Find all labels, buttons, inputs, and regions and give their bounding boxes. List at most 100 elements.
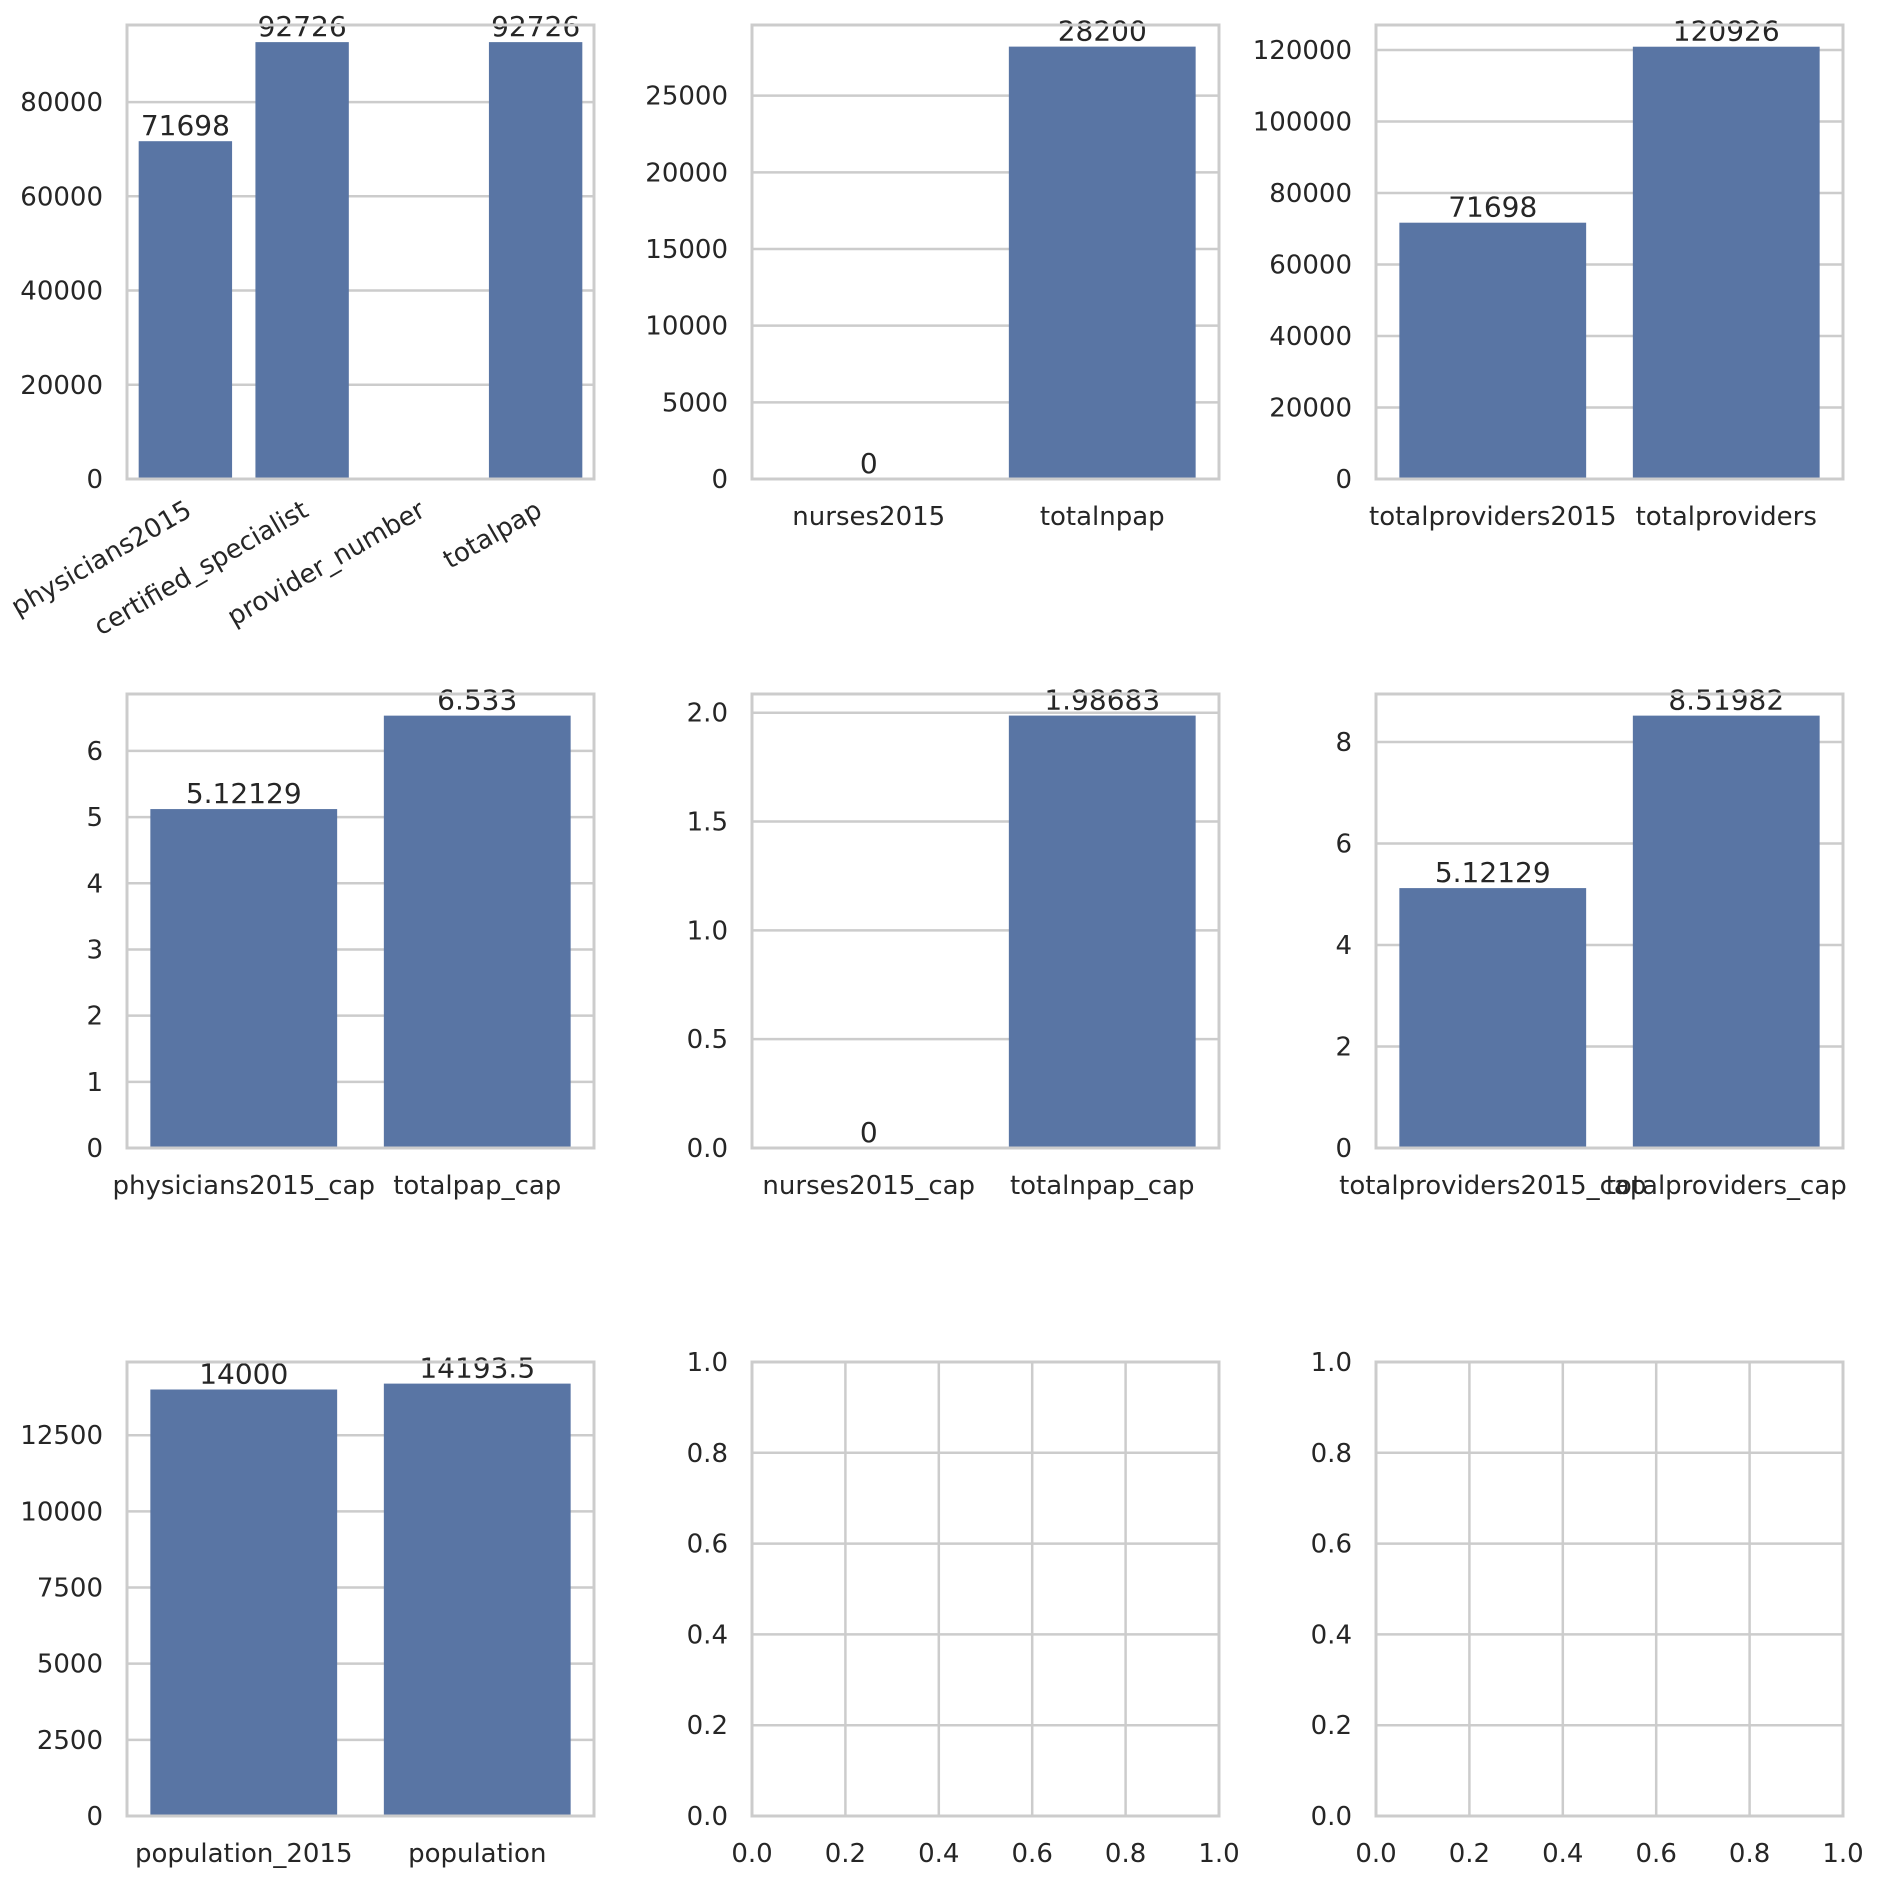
y-tick-label: 12500 (20, 1421, 103, 1451)
y-tick-label: 0.0 (687, 1802, 728, 1832)
y-tick-label: 0.6 (687, 1530, 728, 1560)
bar (383, 715, 571, 1148)
x-tick-label: 0.4 (1542, 1839, 1583, 1869)
x-tick-label: 0.8 (1105, 1839, 1146, 1869)
x-tick-label: totalproviders2015_cap (1339, 1171, 1646, 1201)
y-tick-label: 10000 (20, 1497, 103, 1527)
y-tick-label: 60000 (1269, 251, 1352, 281)
y-tick-label: 0.2 (1311, 1711, 1352, 1741)
y-tick-label: 120000 (1253, 36, 1352, 66)
y-tick-label: 0.8 (687, 1439, 728, 1469)
y-tick-label: 0 (711, 465, 728, 495)
subplot-8: 0.0 0.2 0.4 0.6 0.8 1.0 0.0 0.2 0.4 0.6 0.8 1.0 (687, 1348, 1240, 1869)
y-tick-label: 5 (86, 803, 103, 833)
y-tick-label: 0.0 (1311, 1802, 1352, 1832)
axes-frame (1374, 1360, 1845, 1818)
y-tick-label: 100000 (1253, 108, 1352, 138)
subplot-6: 0 2 4 6 8 5.12129 totalproviders2015_cap 8.5198… (1335, 684, 1846, 1201)
y-tick-label: 80000 (1269, 179, 1352, 209)
y-tick-label: 0 (86, 1802, 103, 1832)
y-tick-label: 0.6 (1311, 1530, 1352, 1560)
x-tick-label: 0.6 (1012, 1839, 1053, 1869)
y-tick-label: 5000 (37, 1650, 103, 1680)
y-tick-label: 1.5 (687, 808, 728, 838)
x-tick-label: 1.0 (1198, 1839, 1239, 1869)
x-tick-label: nurses2015_cap (762, 1171, 975, 1201)
x-tick-label: 0.6 (1636, 1839, 1677, 1869)
y-tick-label: 2500 (37, 1726, 103, 1756)
bar (1632, 46, 1820, 480)
subplot-5: 0.0 0.5 1.0 1.5 2.0 0 nurses2015_cap 1.98683 tot… (687, 684, 1221, 1201)
y-tick-label: 20000 (645, 158, 728, 188)
bar (150, 809, 338, 1148)
y-tick-label: 25000 (645, 82, 728, 112)
x-tick-label: 0.8 (1729, 1839, 1770, 1869)
y-tick-label: 0.2 (687, 1711, 728, 1741)
bar-value-label: 120926 (1673, 15, 1780, 48)
bar-value-label: 14193.5 (419, 1352, 535, 1385)
y-tick-label: 15000 (645, 235, 728, 265)
y-tick-label: 4 (1335, 931, 1352, 961)
x-tick-label: totalproviders_cap (1606, 1171, 1847, 1201)
y-tick-label: 0.0 (687, 1134, 728, 1164)
y-tick-label: 1 (86, 1068, 103, 1098)
x-tick-label: 0.0 (1355, 1839, 1396, 1869)
subplot-7: 0250050007500100001250014000population_2… (20, 1352, 596, 1869)
bar-value-label: 0 (860, 1116, 878, 1149)
x-tick-label: totalproviders (1636, 502, 1817, 532)
x-tick-label: population_2015 (135, 1839, 353, 1869)
bar-value-label: 5.12129 (1435, 856, 1551, 889)
axes-frame (750, 1360, 1221, 1818)
bar-value-label: 71698 (1448, 191, 1537, 224)
bar (1399, 222, 1587, 479)
y-tick-label: 0 (86, 465, 103, 495)
y-tick-label: 7500 (37, 1574, 103, 1604)
y-tick-label: 0 (1335, 1134, 1352, 1164)
axes-frame (125, 1360, 596, 1818)
bar-value-label: 1.98683 (1044, 684, 1160, 717)
y-tick-label: 2 (1335, 1033, 1352, 1063)
y-tick-label: 20000 (20, 371, 103, 401)
x-tick-label: nurses2015 (792, 502, 945, 532)
x-tick-label: totalnpap (1040, 502, 1165, 532)
bar-value-label: 5.12129 (186, 777, 302, 810)
bar (1399, 888, 1587, 1148)
axes-frame (125, 692, 596, 1150)
y-tick-label: 4 (86, 869, 103, 899)
bar (1632, 715, 1820, 1148)
x-tick-label: 0.2 (825, 1839, 866, 1869)
y-tick-label: 6 (86, 737, 103, 767)
subplot-3: 0 20000 40000 60000 80000 100000 120000 71698 to… (1253, 15, 1845, 532)
bar (150, 1389, 338, 1816)
bar-value-label: 0 (860, 447, 878, 480)
bar-value-label: 6.533 (437, 684, 517, 717)
x-tick-label: totalpap_cap (393, 1171, 561, 1201)
y-tick-label: 0.4 (687, 1620, 728, 1650)
subplot-9: 0.0 0.2 0.4 0.6 0.8 1.0 0.0 0.2 0.4 0.6 0.8 1.0 (1311, 1348, 1864, 1869)
bar (138, 141, 233, 479)
subplot-4: 0 1 2 3 4 5 6 5.12129 physicians2015_cap 6.533 tot… (86, 684, 596, 1201)
x-tick-label: physicians2015_cap (112, 1171, 375, 1201)
y-tick-label: 1.0 (687, 916, 728, 946)
bar-value-label: 8.51982 (1668, 684, 1784, 717)
x-tick-label: totalproviders2015 (1369, 502, 1617, 532)
y-tick-label: 1.0 (1311, 1348, 1352, 1378)
bar (383, 1383, 571, 1816)
x-tick-label: 0.4 (918, 1839, 959, 1869)
axes-frame (1374, 692, 1845, 1150)
y-tick-label: 6 (1335, 830, 1352, 860)
y-tick-label: 1.0 (687, 1348, 728, 1378)
axes-frame (750, 692, 1221, 1150)
x-tick-label: population (408, 1839, 546, 1869)
y-tick-label: 0.8 (1311, 1439, 1352, 1469)
y-tick-label: 0.4 (1311, 1620, 1352, 1650)
axes-frame (750, 23, 1221, 481)
y-tick-label: 5000 (662, 388, 728, 418)
bar (488, 42, 583, 480)
x-tick-label: 1.0 (1822, 1839, 1863, 1869)
y-tick-label: 8 (1335, 728, 1352, 758)
x-tick-label: 0.0 (731, 1839, 772, 1869)
y-tick-label: 40000 (1269, 322, 1352, 352)
x-tick-label: 0.2 (1449, 1839, 1490, 1869)
